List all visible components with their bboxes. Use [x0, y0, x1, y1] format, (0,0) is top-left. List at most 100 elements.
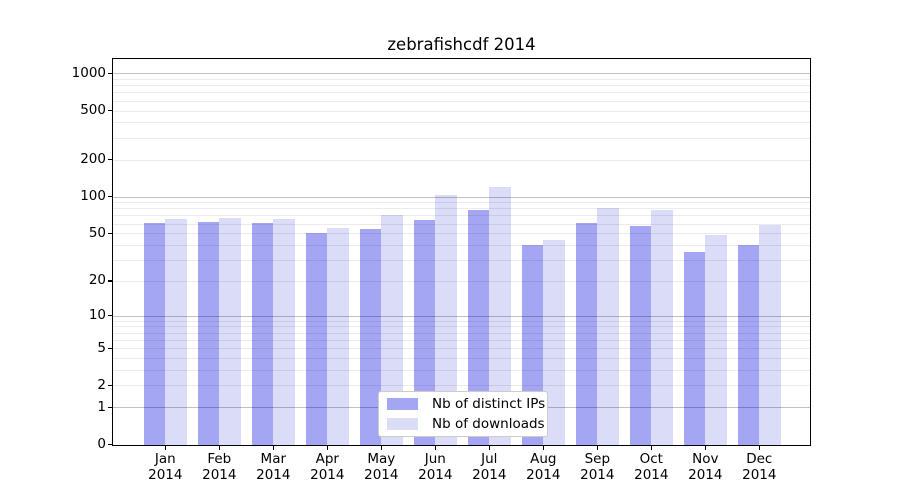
grid-line-400 [113, 122, 810, 124]
x-tick-label-nov-2014: Nov 2014 [688, 451, 723, 483]
grid-line-3 [113, 370, 810, 372]
grid-line-8 [113, 326, 810, 328]
bar-distinct-ips-apr-2014 [305, 233, 328, 445]
bar-distinct-ips-feb-2014 [197, 221, 220, 445]
grid-line-600 [113, 100, 810, 102]
grid-line-20 [113, 280, 810, 282]
x-tick-label-mar-2014: Mar 2014 [256, 451, 291, 483]
bar-distinct-ips-jul-2014 [467, 210, 490, 445]
y-tick-label-500: 500 [80, 102, 106, 119]
y-tick-mark-2 [108, 384, 112, 387]
y-tick-label-10: 10 [88, 307, 106, 324]
y-tick-mark-5 [108, 347, 112, 349]
y-tick-mark-10 [108, 314, 112, 317]
grid-line-80 [113, 208, 810, 210]
grid-line-50 [113, 233, 810, 235]
y-tick-label-1: 1 [97, 398, 106, 415]
legend-label-distinct-ips: Nb of distinct IPs [432, 396, 546, 412]
y-tick-label-50: 50 [88, 224, 106, 241]
bar-downloads-may-2014 [381, 214, 404, 445]
grid-line-200 [113, 159, 810, 161]
legend-swatch-downloads [387, 418, 418, 430]
bar-distinct-ips-jan-2014 [143, 222, 166, 445]
legend-swatch-distinct-ips [387, 398, 418, 410]
grid-line-6 [113, 339, 810, 341]
bar-distinct-ips-mar-2014 [251, 222, 274, 445]
x-tick-mark-9 [596, 446, 598, 450]
grid-line-60 [113, 223, 810, 225]
y-tick-mark-1000 [108, 72, 112, 75]
y-tick-mark-200 [108, 158, 112, 161]
bar-downloads-oct-2014 [651, 210, 674, 445]
x-tick-mark-5 [380, 446, 382, 450]
grid-line-30 [113, 260, 810, 262]
x-tick-mark-3 [272, 446, 274, 450]
grid-line-2 [113, 385, 810, 387]
y-tick-label-0: 0 [97, 436, 106, 452]
x-tick-mark-8 [542, 446, 544, 450]
y-tick-label-1000: 1000 [71, 64, 106, 81]
y-tick-mark-0 [108, 443, 112, 446]
y-tick-label-100: 100 [80, 188, 106, 205]
bar-distinct-ips-dec-2014 [737, 244, 760, 445]
y-tick-label-20: 20 [88, 272, 106, 289]
grid-line-300 [113, 137, 810, 139]
x-tick-mark-1 [164, 446, 166, 450]
bar-downloads-apr-2014 [327, 228, 350, 445]
x-tick-mark-10 [650, 446, 652, 450]
grid-line-90 [113, 202, 810, 204]
grid-line-100 [113, 196, 810, 198]
grid-line-40 [113, 244, 810, 246]
bar-distinct-ips-nov-2014 [683, 251, 706, 445]
bar-downloads-jan-2014 [165, 218, 188, 445]
x-tick-label-jun-2014: Jun 2014 [418, 451, 453, 483]
grid-line-9 [113, 320, 810, 322]
grid-line-7 [113, 332, 810, 334]
x-tick-mark-7 [488, 446, 490, 450]
x-tick-label-feb-2014: Feb 2014 [202, 451, 237, 483]
y-tick-mark-100 [108, 195, 112, 198]
y-tick-label-2: 2 [97, 376, 106, 393]
bar-downloads-jun-2014 [435, 194, 458, 445]
x-tick-label-apr-2014: Apr 2014 [310, 451, 345, 483]
x-tick-label-sep-2014: Sep 2014 [580, 451, 615, 483]
bar-downloads-mar-2014 [273, 218, 296, 445]
chart-title: zebrafishcdf 2014 [387, 35, 536, 54]
bar-distinct-ips-oct-2014 [629, 226, 652, 445]
bar-downloads-dec-2014 [759, 225, 782, 445]
grid-line-1000 [113, 73, 810, 75]
legend-row-distinct-ips: Nb of distinct IPs [379, 396, 547, 413]
plot-area [112, 58, 811, 446]
x-tick-label-dec-2014: Dec 2014 [742, 451, 777, 483]
y-tick-label-5: 5 [97, 339, 106, 356]
grid-line-10 [113, 315, 810, 317]
x-tick-mark-12 [758, 446, 760, 450]
bar-downloads-sep-2014 [597, 208, 620, 445]
grid-line-500 [113, 110, 810, 112]
bar-downloads-aug-2014 [543, 239, 566, 445]
grid-line-900 [113, 79, 810, 80]
y-tick-mark-50 [108, 232, 112, 234]
x-tick-mark-11 [704, 446, 706, 450]
y-tick-mark-1 [108, 406, 112, 408]
bar-downloads-feb-2014 [219, 217, 242, 445]
legend: Nb of distinct IPs Nb of downloads [378, 391, 548, 437]
x-tick-mark-2 [218, 446, 220, 450]
grid-line-70 [113, 215, 810, 217]
grid-line-700 [113, 92, 810, 94]
x-tick-label-oct-2014: Oct 2014 [634, 451, 669, 483]
legend-label-downloads: Nb of downloads [432, 416, 545, 432]
y-tick-mark-20 [108, 280, 112, 282]
y-tick-label-200: 200 [80, 151, 106, 168]
y-tick-mark-500 [108, 109, 112, 112]
grid-line-800 [113, 85, 810, 87]
bar-distinct-ips-sep-2014 [575, 222, 598, 445]
bar-distinct-ips-may-2014 [359, 229, 382, 445]
x-tick-label-jan-2014: Jan 2014 [148, 451, 183, 483]
bar-downloads-nov-2014 [705, 235, 728, 445]
x-tick-mark-6 [434, 446, 436, 450]
bar-downloads-jul-2014 [489, 187, 512, 445]
x-tick-label-jul-2014: Jul 2014 [472, 451, 507, 483]
legend-row-downloads: Nb of downloads [379, 416, 547, 433]
